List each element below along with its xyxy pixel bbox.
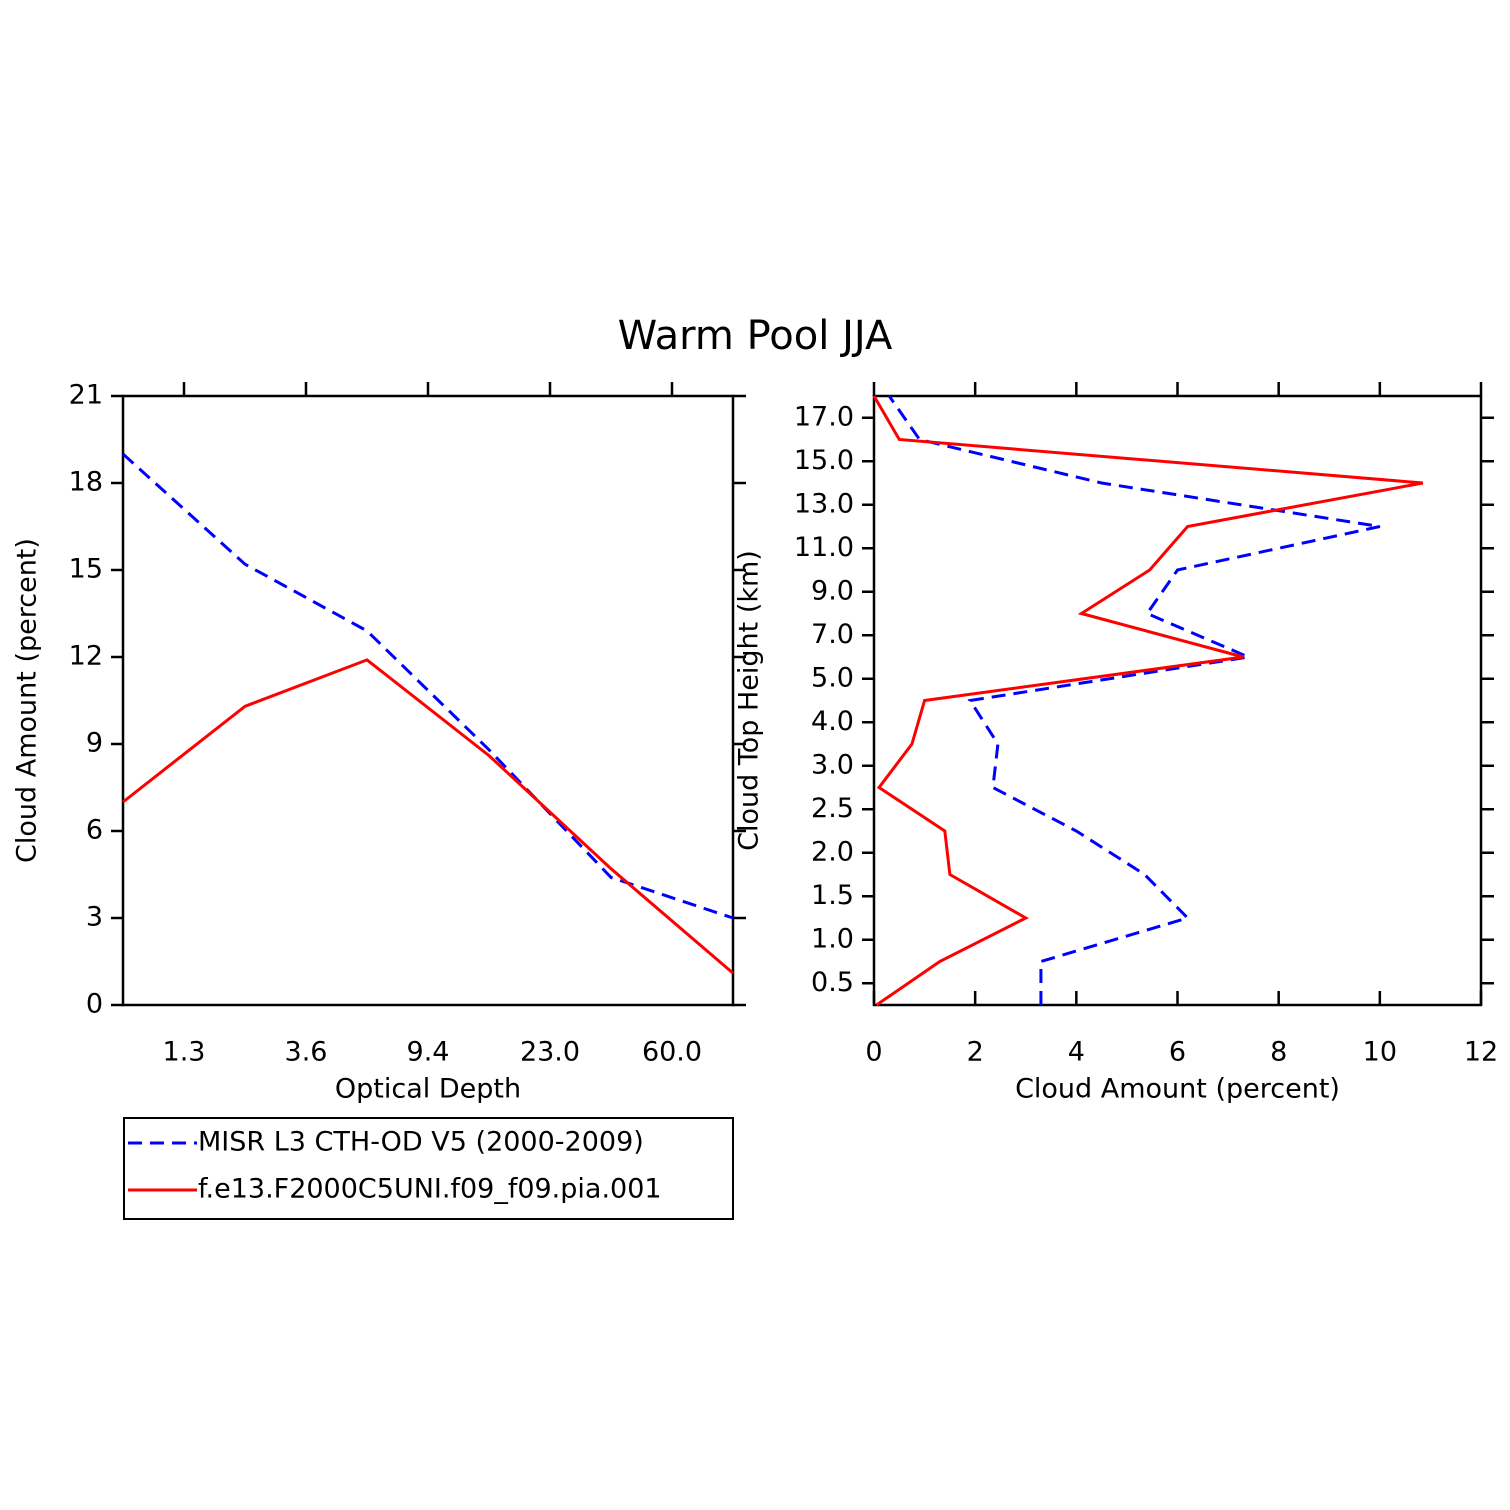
x-tick-label: 12 <box>1464 1037 1498 1068</box>
legend-box <box>123 1117 734 1220</box>
y-axis-label: Cloud Top Height (km) <box>734 550 765 851</box>
x-tick-label: 4 <box>1068 1037 1085 1068</box>
y-tick-label: 6 <box>86 815 103 846</box>
series-line <box>887 395 1381 1005</box>
y-tick-label: 2.0 <box>811 836 854 867</box>
legend-label: MISR L3 CTH-OD V5 (2000-2009) <box>198 1127 644 1158</box>
x-tick-label: 23.0 <box>520 1037 580 1068</box>
x-tick-label: 10 <box>1363 1037 1397 1068</box>
x-tick-label: 9.4 <box>407 1037 450 1068</box>
y-tick-label: 1.5 <box>811 880 854 911</box>
x-tick-label: 60.0 <box>642 1037 702 1068</box>
x-tick-label: 0 <box>865 1037 882 1068</box>
y-tick-label: 5.0 <box>811 662 854 693</box>
y-axis-label: Cloud Amount (percent) <box>12 538 43 863</box>
y-tick-label: 0 <box>86 989 103 1020</box>
plot-frame <box>872 394 1483 1007</box>
y-tick-label: 12 <box>69 641 103 672</box>
y-tick-label: 21 <box>69 380 103 411</box>
y-tick-label: 4.0 <box>811 706 854 737</box>
series-line <box>122 658 734 975</box>
x-tick-label: 6 <box>1169 1037 1186 1068</box>
y-tick-label: 15 <box>69 554 103 585</box>
figure-title: Warm Pool JJA <box>618 313 893 359</box>
y-tick-label: 3.0 <box>811 749 854 780</box>
x-axis-label: Cloud Amount (percent) <box>1015 1074 1340 1105</box>
x-tick-label: 1.3 <box>163 1037 206 1068</box>
y-tick-label: 7.0 <box>811 619 854 650</box>
y-tick-label: 1.0 <box>811 923 854 954</box>
series-line <box>872 395 1424 1007</box>
plot-frame <box>121 394 735 1007</box>
y-tick-label: 13.0 <box>794 488 854 519</box>
y-tick-label: 2.5 <box>811 793 854 824</box>
x-tick-label: 2 <box>967 1037 984 1068</box>
series-line <box>121 452 734 920</box>
y-tick-label: 18 <box>69 467 103 498</box>
y-tick-label: 9 <box>86 728 103 759</box>
y-tick-label: 9.0 <box>811 575 854 606</box>
x-tick-label: 8 <box>1270 1037 1287 1068</box>
legend-label: f.e13.F2000C5UNI.f09_f09.pia.001 <box>198 1174 662 1205</box>
x-tick-label: 3.6 <box>285 1037 328 1068</box>
y-tick-label: 11.0 <box>794 532 854 563</box>
y-tick-label: 0.5 <box>811 967 854 998</box>
x-axis-label: Optical Depth <box>335 1074 521 1105</box>
y-tick-label: 15.0 <box>794 445 854 476</box>
y-tick-label: 17.0 <box>794 401 854 432</box>
y-tick-label: 3 <box>86 902 103 933</box>
